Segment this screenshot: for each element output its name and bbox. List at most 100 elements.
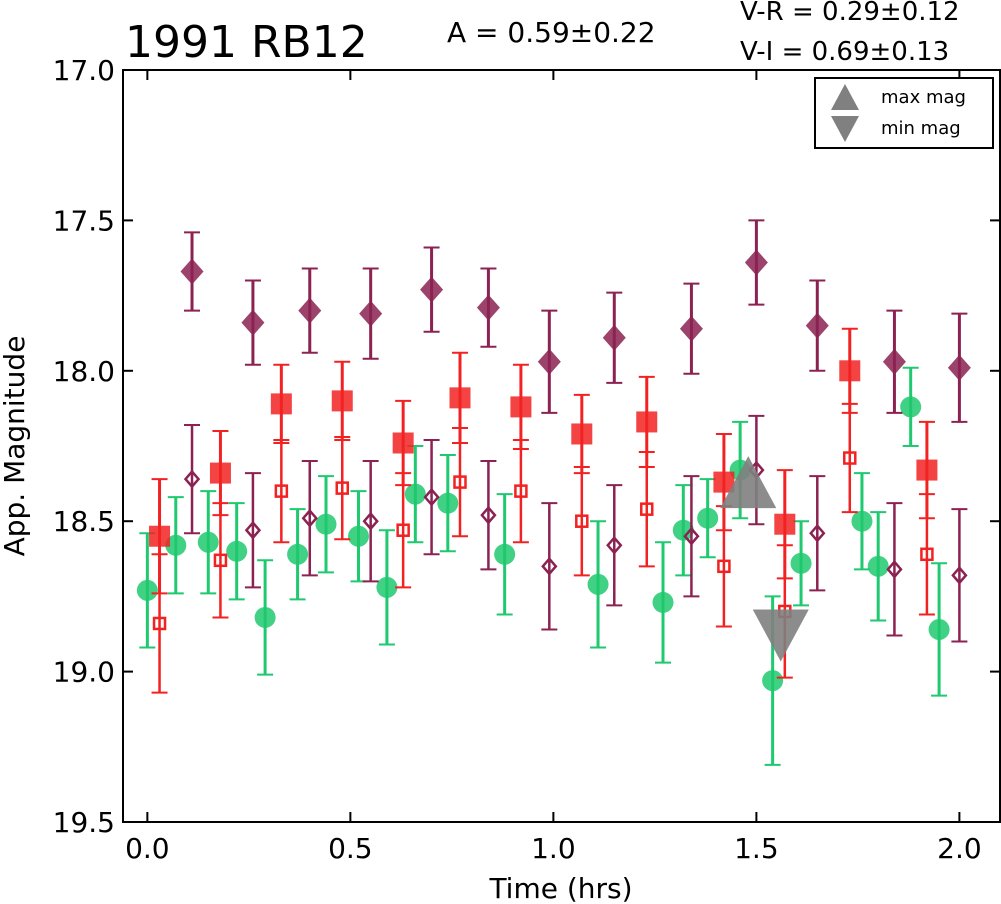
y-axis-label: App. Magnitude — [0, 336, 31, 557]
series-0-point-6-marker — [315, 513, 337, 535]
series-0-point-11-marker — [494, 543, 516, 565]
axis-ticks: 0.0 0.5 1.0 1.5 2.0 17.0 17.5 18.0 18.5 19.0 19.5 — [53, 54, 1000, 865]
series-1-point-3-marker — [331, 390, 353, 412]
y-tick-label: 17.0 — [53, 54, 115, 87]
min-mag-marker — [752, 609, 809, 662]
series-4-point-0-marker — [183, 469, 201, 489]
series-4-point-7-marker — [606, 535, 623, 555]
series-4-point-1-marker — [244, 520, 262, 540]
series-1-point-5-marker — [449, 387, 471, 409]
series-4-point-11-marker — [886, 559, 903, 579]
legend-min-label: min mag — [881, 118, 961, 139]
series-3-point-11-marker — [882, 348, 906, 375]
x-tick-label: 1.5 — [734, 832, 779, 865]
series-1-point-4-marker — [392, 432, 414, 454]
series-1-point-10-marker — [774, 513, 796, 535]
series-0-point-20-marker — [867, 555, 889, 577]
y-tick-label: 19.5 — [53, 806, 115, 839]
series-0-point-1-marker — [165, 534, 187, 556]
series-3-point-2-marker — [298, 297, 322, 324]
amplitude-annotation: A = 0.59±0.22 — [447, 16, 656, 49]
series-2-point-0-marker — [152, 616, 167, 631]
series-0-point-12-marker — [587, 573, 609, 595]
series-1-point-0-marker — [149, 525, 171, 547]
series-2-point-4-marker — [396, 523, 410, 537]
series-1-point-9-marker — [713, 471, 735, 493]
series-3-point-10-marker — [805, 312, 829, 339]
series-2-point-3-marker — [335, 481, 349, 495]
series-4-point-8-marker — [683, 526, 700, 546]
vi-color-annotation: V-I = 0.69±0.13 — [740, 37, 949, 67]
x-axis-label: Time (hrs) — [488, 872, 632, 904]
legend: max mag min mag — [814, 77, 994, 149]
series-3-point-6-marker — [537, 348, 561, 375]
series-2-point-9-marker — [717, 559, 731, 574]
series-1-point-11-marker — [839, 360, 861, 382]
series-0-point-9-marker — [404, 483, 426, 505]
plot-area — [136, 219, 971, 766]
series-3-point-0-marker — [180, 258, 204, 285]
series-0-point-21-marker — [900, 396, 922, 418]
legend-max-label: max mag — [881, 87, 966, 108]
series-3-point-12-marker — [947, 354, 971, 381]
series-0-point-14-marker — [672, 519, 694, 541]
series-0-point-5-marker — [287, 543, 309, 565]
series-2-point-12-marker — [920, 547, 934, 562]
series-2-point-1-marker — [213, 553, 228, 568]
series-1-point-1-marker — [209, 462, 231, 484]
series-0-point-18-marker — [790, 552, 812, 574]
series-4-point-12-marker — [951, 565, 968, 585]
series-0-point-13-marker — [652, 591, 674, 613]
series-0-point-17-marker — [762, 670, 784, 692]
series-3-point-7-marker — [602, 324, 626, 351]
series-0-point-3-marker — [226, 540, 248, 562]
series-3-point-3-marker — [359, 300, 383, 327]
series-3-point-4-marker — [420, 276, 444, 303]
x-tick-label: 0.0 — [125, 832, 170, 865]
series-2-point-8-marker — [640, 502, 654, 516]
series-3-point-8-marker — [679, 315, 703, 342]
series-1-point-7-marker — [571, 423, 593, 445]
legend-min-marker — [831, 116, 859, 142]
series-0-point-2-marker — [197, 531, 219, 553]
series-1-point-6-marker — [510, 396, 532, 418]
series-2-point-11-marker — [843, 451, 857, 465]
series-4-point-10-marker — [809, 523, 826, 543]
series-0-point-0-marker — [136, 579, 158, 601]
x-tick-label: 1.0 — [531, 832, 576, 865]
series-4-point-4-marker — [423, 487, 440, 507]
series-4-point-2-marker — [301, 508, 318, 528]
legend-max-marker — [831, 84, 859, 110]
series-2-point-2-marker — [274, 484, 289, 498]
series-2-point-6-marker — [514, 484, 528, 498]
series-0-point-19-marker — [851, 510, 873, 532]
series-2-point-5-marker — [453, 475, 467, 489]
series-1-point-2-marker — [270, 393, 292, 415]
plot-frame — [122, 69, 1001, 823]
chart-title: 1991 RB12 — [125, 17, 368, 68]
series-0-point-7-marker — [347, 525, 369, 547]
vr-color-annotation: V-R = 0.29±0.12 — [740, 0, 960, 27]
y-tick-label: 18.5 — [53, 505, 115, 538]
max-mag-marker — [720, 456, 777, 509]
series-1-point-12-marker — [916, 459, 938, 481]
series-3-point-5-marker — [476, 294, 500, 321]
y-tick-label: 17.5 — [53, 204, 115, 237]
series-0-point-4-marker — [254, 606, 276, 628]
series-2-point-7-marker — [575, 514, 589, 528]
series-0-point-15-marker — [697, 507, 719, 529]
series-4-point-3-marker — [362, 511, 379, 531]
series-4-point-5-marker — [480, 505, 497, 525]
series-4-point-6-marker — [541, 556, 558, 576]
series-3-point-9-marker — [744, 249, 768, 276]
x-tick-label: 2.0 — [937, 832, 982, 865]
series-1-point-8-marker — [636, 411, 658, 433]
series-3-point-1-marker — [241, 309, 265, 336]
series-0-point-8-marker — [376, 576, 398, 598]
y-tick-label: 18.0 — [53, 355, 115, 388]
series-0-point-22-marker — [928, 618, 950, 640]
y-tick-label: 19.0 — [53, 656, 115, 689]
x-tick-label: 0.5 — [328, 832, 373, 865]
series-0-point-10-marker — [437, 492, 459, 514]
